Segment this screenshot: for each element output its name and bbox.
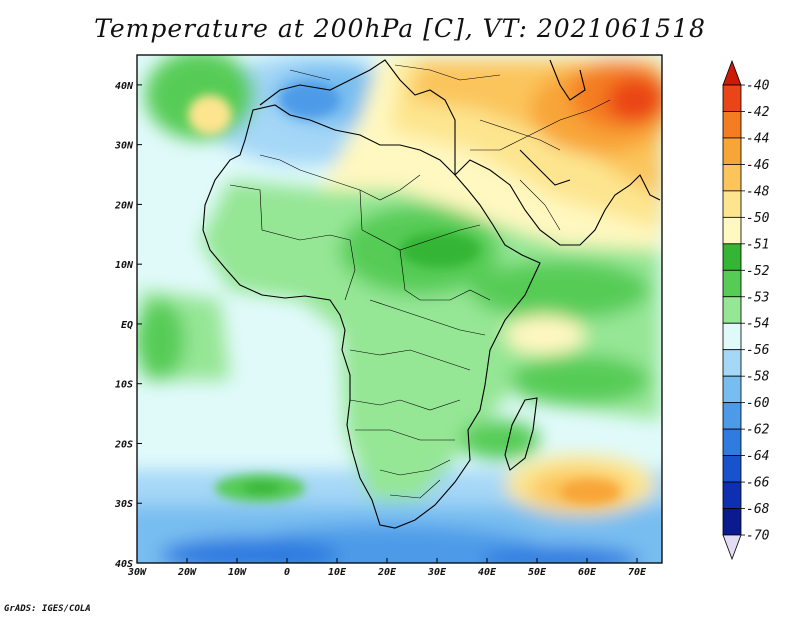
colorbar-label: -66 [746, 476, 770, 491]
colorbar-label: -40 [746, 79, 770, 94]
y-tick-label: 10N [115, 260, 134, 271]
y-tick-label: 30S [114, 499, 133, 510]
colorbar-label: -64 [746, 449, 769, 464]
colorbar-label: -54 [746, 317, 769, 332]
colorbar: -40 -42 -44 -46 -48 -50 -51 -52 -53 -54 -56 -58 -60 -… [722, 59, 770, 561]
caspian-coastline [549, 59, 586, 101]
x-tick-label: 10W [228, 567, 247, 578]
colorbar-swatch [722, 216, 742, 245]
colorbar-label: -58 [746, 370, 770, 385]
colorbar-swatch [722, 375, 742, 404]
y-axis: 40N 30N 20N 10N EQ 10S 20S 30S 40S [114, 81, 142, 570]
temperature-field [137, 55, 662, 563]
coastlines [202, 59, 661, 529]
x-tick-label: 70E [628, 567, 647, 578]
colorbar-swatch [722, 481, 742, 509]
y-tick-label: 30N [114, 141, 134, 152]
colorbar-label: -52 [746, 264, 770, 279]
colorbar-swatch [722, 111, 742, 139]
colorbar-label: -51 [746, 237, 769, 252]
madagascar-coastline [504, 397, 538, 471]
x-tick-label: 20E [377, 567, 397, 578]
colorbar-swatch [722, 455, 742, 483]
colorbar-label: -68 [746, 502, 770, 517]
x-tick-label: 50E [528, 567, 547, 578]
x-axis: 30W 20W 10W 0 10E 20E 30E 40E 50E 60E 70E [127, 558, 647, 578]
colorbar-swatch [722, 322, 742, 351]
y-tick-label: 20N [114, 200, 134, 211]
colorbar-swatch [722, 428, 742, 456]
africa-coastline [202, 104, 541, 529]
colorbar-label: -48 [746, 184, 770, 199]
y-tick-label: 10S [115, 380, 133, 391]
colorbar-swatch [722, 269, 742, 298]
colorbar-swatch [722, 137, 742, 165]
x-tick-label: 10E [328, 567, 347, 578]
y-tick-label: EQ [121, 320, 133, 331]
colorbar-swatch [722, 349, 742, 377]
colorbar-label: -62 [746, 423, 770, 438]
map-frame [136, 54, 663, 564]
map-title: Temperature at 200hPa [C], VT: 202106151… [94, 14, 706, 43]
colorbar-label: -56 [746, 343, 770, 358]
colorbar-label: -53 [746, 290, 769, 305]
colorbar-swatch [722, 296, 742, 324]
credit-label: GrADS: IGES/COLA [4, 604, 91, 614]
colorbar-bottom-arrow [722, 534, 742, 561]
mediterranean-coastline [259, 59, 456, 175]
y-tick-label: 20S [114, 439, 133, 450]
country-borders [229, 64, 611, 499]
colorbar-swatch [722, 508, 742, 536]
colorbar-swatch [722, 190, 742, 218]
y-tick-label: 40S [115, 559, 133, 570]
colorbar-swatch [722, 164, 742, 192]
arabian-coastline [454, 159, 661, 246]
colorbar-label: -60 [746, 396, 770, 411]
x-tick-label: 60E [578, 567, 597, 578]
persian-gulf-coastline [519, 149, 571, 186]
colorbar-label: -46 [746, 158, 770, 173]
y-tick-label: 40N [115, 81, 134, 92]
colorbar-label: -50 [746, 211, 770, 226]
colorbar-label: -44 [746, 131, 769, 146]
x-tick-label: 30W [127, 567, 147, 578]
colorbar-top-arrow [722, 59, 742, 86]
colorbar-label: -70 [746, 529, 770, 544]
colorbar-swatch [722, 243, 742, 271]
x-tick-label: 0 [284, 567, 290, 578]
x-tick-label: 40E [478, 567, 497, 578]
x-tick-label: 20W [177, 567, 197, 578]
colorbar-swatch [722, 402, 742, 430]
x-tick-label: 30E [427, 567, 447, 578]
colorbar-swatch [722, 84, 742, 112]
colorbar-label: -42 [746, 105, 770, 120]
